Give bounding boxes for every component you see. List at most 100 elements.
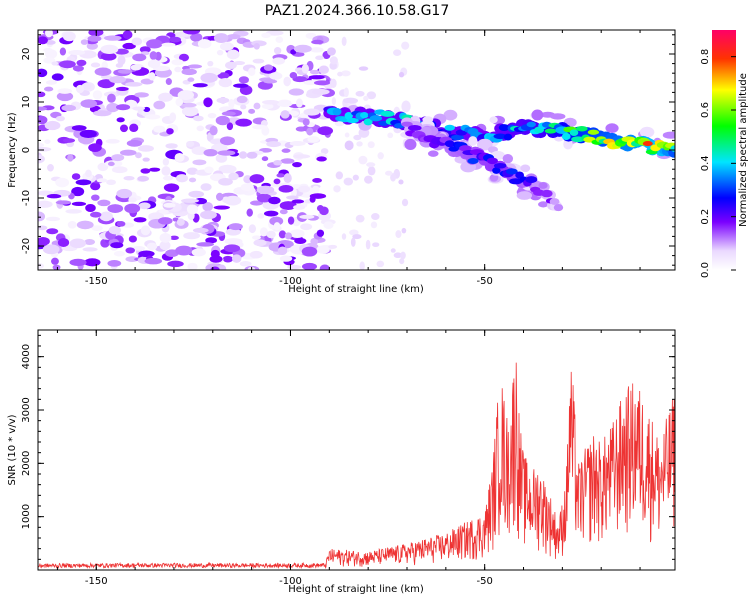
heatmap-cell bbox=[340, 70, 351, 77]
heatmap-cell bbox=[395, 230, 402, 238]
heatmap-cell bbox=[231, 254, 242, 263]
heatmap-cell bbox=[371, 213, 380, 221]
colorbar-gradient bbox=[712, 30, 736, 270]
heatmap-cell bbox=[38, 91, 46, 98]
heatmap-cell bbox=[104, 35, 122, 41]
heatmap-cell bbox=[226, 34, 241, 40]
heatmap-cell bbox=[117, 69, 133, 74]
heatmap-cell bbox=[143, 106, 151, 113]
heatmap-cell bbox=[544, 128, 557, 134]
heatmap-cell bbox=[293, 44, 312, 53]
heatmap-cell bbox=[256, 185, 275, 195]
colorbar-label: Normalized spectral amplitude bbox=[738, 73, 749, 227]
heatmap-cell bbox=[363, 95, 369, 101]
heatmap-cell bbox=[45, 80, 58, 85]
heatmap-cell bbox=[222, 255, 234, 263]
heatmap-cell bbox=[71, 201, 87, 207]
heatmap-cell bbox=[107, 260, 122, 267]
heatmap-cell bbox=[365, 239, 371, 250]
heatmap-cell bbox=[277, 101, 293, 108]
heatmap-cell bbox=[508, 178, 523, 185]
heatmap-cell bbox=[217, 72, 230, 79]
heatmap-cell bbox=[493, 133, 507, 140]
heatmap-cell bbox=[191, 248, 206, 257]
heatmap-cell bbox=[116, 188, 133, 199]
heatmap-cell bbox=[116, 221, 126, 227]
heatmap-cell bbox=[233, 83, 249, 88]
heatmap-cell bbox=[62, 31, 76, 42]
heatmap-cell bbox=[243, 175, 252, 184]
heatmap-cell bbox=[367, 166, 376, 176]
heatmap-cell bbox=[252, 58, 265, 64]
heatmap-cell bbox=[45, 216, 61, 222]
heatmap-cell bbox=[292, 76, 308, 83]
heatmap-cell bbox=[132, 246, 146, 251]
heatmap-cell bbox=[279, 201, 297, 210]
heatmap-cell bbox=[226, 49, 240, 60]
heatmap-cell bbox=[163, 202, 176, 208]
heatmap-cell bbox=[140, 168, 151, 174]
heatmap-cell bbox=[344, 140, 354, 151]
heatmap-cell bbox=[261, 32, 271, 39]
heatmap-cell bbox=[148, 72, 156, 81]
heatmap-cell bbox=[353, 134, 362, 141]
heatmap-cell bbox=[444, 140, 455, 148]
heatmap-cell bbox=[248, 108, 256, 114]
heatmap-cell bbox=[292, 161, 302, 168]
heatmap-cell bbox=[401, 41, 410, 50]
heatmap-cell bbox=[352, 174, 359, 181]
heatmap-cell bbox=[219, 42, 234, 51]
heatmap-cell bbox=[38, 200, 53, 208]
heatmap-cell bbox=[96, 178, 108, 183]
snr-ytick-label: 3000 bbox=[21, 397, 32, 422]
heatmap-cell bbox=[444, 124, 455, 131]
heatmap-cell bbox=[260, 120, 268, 127]
heatmap-cell bbox=[69, 238, 87, 249]
heatmap-cell bbox=[69, 258, 87, 267]
heatmap-cell bbox=[207, 113, 217, 119]
heatmap-cell bbox=[186, 140, 195, 147]
heatmap-cell bbox=[253, 102, 261, 110]
heatmap-cell bbox=[38, 154, 45, 164]
heatmap-cell bbox=[132, 106, 146, 111]
heatmap-cell bbox=[316, 205, 324, 212]
spectrogram-xtick-label: -100 bbox=[279, 276, 302, 287]
heatmap-cell bbox=[493, 162, 507, 169]
heatmap-cell bbox=[283, 76, 291, 87]
heatmap-cell bbox=[85, 203, 96, 213]
heatmap-cell bbox=[287, 264, 302, 270]
heatmap-cell bbox=[278, 230, 287, 239]
heatmap-cell bbox=[301, 262, 318, 270]
heatmap-cell bbox=[343, 87, 349, 98]
heatmap-cell bbox=[266, 230, 276, 239]
heatmap-cell bbox=[352, 234, 362, 240]
heatmap-cell bbox=[81, 82, 92, 90]
heatmap-cell bbox=[289, 72, 298, 79]
heatmap-cell bbox=[385, 170, 393, 176]
heatmap-cell bbox=[192, 159, 207, 166]
heatmap-cell bbox=[313, 80, 331, 86]
heatmap-cell bbox=[55, 177, 70, 188]
snr-frame bbox=[37, 329, 676, 571]
heatmap-cell bbox=[46, 194, 62, 199]
heatmap-cell bbox=[100, 52, 117, 61]
snr-ytick-label: 4000 bbox=[21, 344, 32, 369]
spectrogram-ytick-label: -10 bbox=[21, 190, 32, 206]
heatmap-cell bbox=[75, 84, 85, 94]
heatmap-cell bbox=[335, 171, 344, 180]
heatmap-cell bbox=[107, 93, 116, 103]
heatmap-cell bbox=[97, 199, 111, 207]
heatmap-cell bbox=[174, 152, 185, 162]
heatmap-cell bbox=[261, 103, 274, 110]
heatmap-cell bbox=[301, 63, 309, 74]
heatmap-cell bbox=[38, 147, 52, 152]
spectrogram-xtick-label: -150 bbox=[85, 276, 108, 287]
heatmap-cell bbox=[236, 95, 248, 104]
heatmap-cell bbox=[204, 166, 214, 174]
heatmap-cell bbox=[153, 125, 166, 133]
heatmap-cell bbox=[124, 203, 141, 214]
heatmap-cell bbox=[269, 72, 283, 80]
heatmap-cell bbox=[126, 139, 143, 147]
heatmap-cell bbox=[47, 163, 54, 172]
